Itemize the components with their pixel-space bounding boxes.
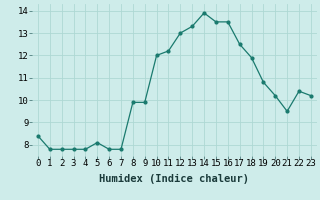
X-axis label: Humidex (Indice chaleur): Humidex (Indice chaleur) xyxy=(100,174,249,184)
